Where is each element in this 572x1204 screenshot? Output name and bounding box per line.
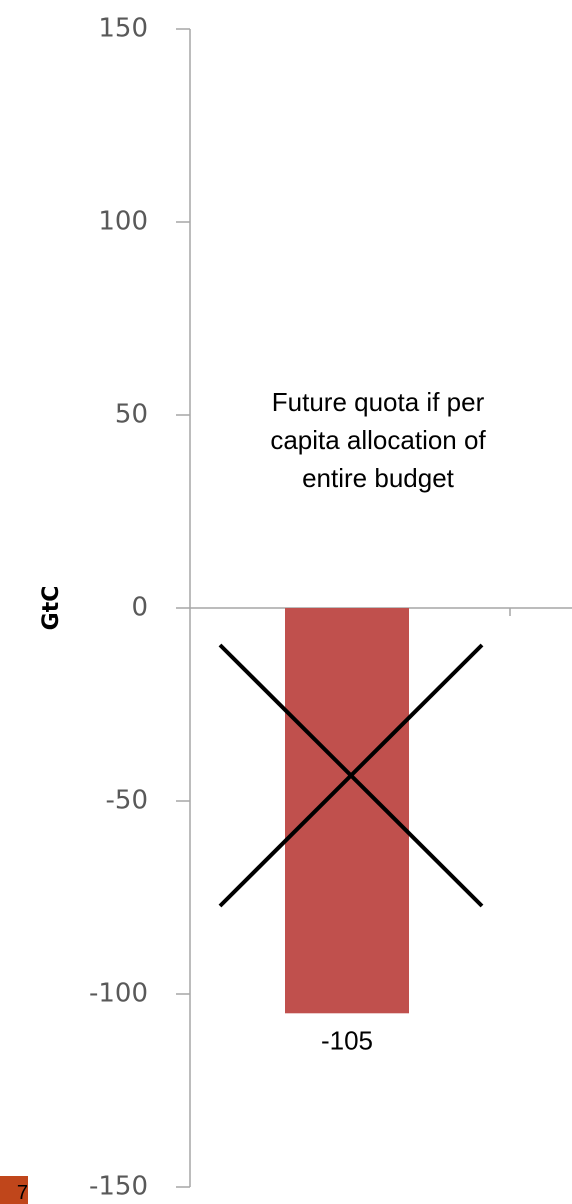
annotation: Future quota if per capita allocation of e… (270, 387, 486, 493)
bars: -105 (285, 608, 409, 1055)
y-tick-label: 150 (98, 14, 148, 44)
y-tick-label: -50 (106, 786, 148, 816)
annotation-line: entire budget (302, 463, 455, 493)
annotation-line: capita allocation of (270, 425, 486, 455)
y-axis: 150 100 50 0 -50 -100 -150 (89, 14, 191, 1202)
y-tick-label: 50 (115, 400, 148, 430)
y-tick-label: 100 (98, 207, 148, 237)
bar-data-label: -105 (321, 1025, 373, 1055)
cross-out-mark (218, 643, 484, 908)
y-tick-label: 0 (131, 593, 148, 623)
slide-number-badge: 7 (0, 1176, 28, 1204)
y-tick-label: -100 (89, 979, 148, 1009)
y-tick-label: -150 (89, 1172, 148, 1202)
bar (285, 608, 409, 1014)
cross-stroke (218, 643, 484, 908)
annotation-line: Future quota if per (272, 387, 485, 417)
y-axis-title: GtC (39, 586, 64, 631)
slide-number: 7 (16, 1182, 28, 1204)
